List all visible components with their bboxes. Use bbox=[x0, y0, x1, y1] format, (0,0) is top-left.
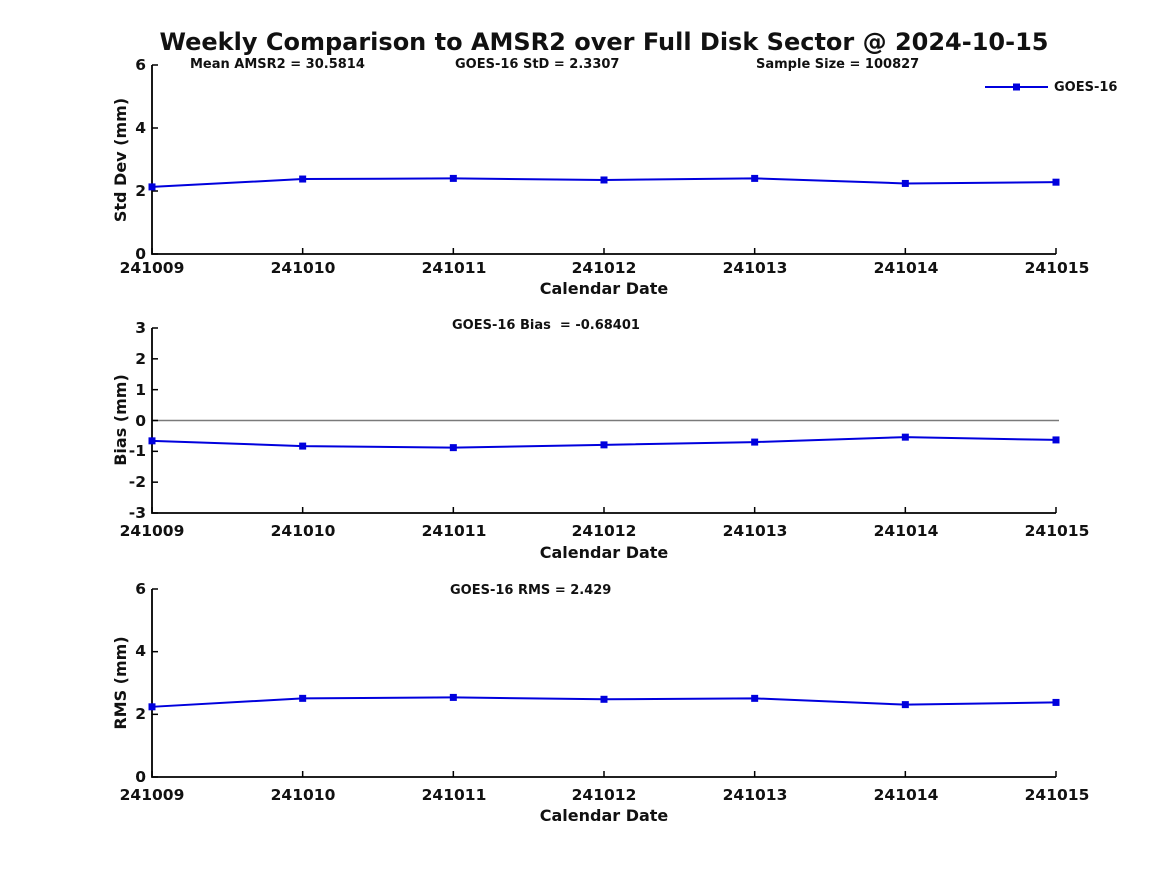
bias-ytick-0: 0 bbox=[135, 412, 146, 430]
xtick-label: 241012 bbox=[571, 522, 637, 540]
rms-data-marker bbox=[449, 693, 457, 701]
rms-ytick-6: 6 bbox=[135, 580, 146, 598]
stat-goes16-bias: GOES-16 Bias = -0.68401 bbox=[452, 318, 640, 333]
xtick-label: 241014 bbox=[873, 786, 939, 804]
rms-data-marker bbox=[901, 701, 909, 709]
xtick-label: 241015 bbox=[1024, 786, 1090, 804]
xtick-label: 241013 bbox=[722, 259, 788, 277]
bias-ytick-m1: -1 bbox=[128, 442, 146, 460]
rms-xtick-row: 241009 241010 241011 241012 241013 24101… bbox=[0, 786, 1167, 804]
xtick-label: 241010 bbox=[270, 259, 336, 277]
legend-label: GOES-16 bbox=[1054, 80, 1118, 95]
rms-subplot bbox=[148, 588, 1060, 778]
rms-x-axis-label: Calendar Date bbox=[539, 806, 669, 825]
stddev-data-marker bbox=[449, 174, 457, 182]
xtick-label: 241009 bbox=[119, 259, 185, 277]
stddev-data-marker bbox=[751, 174, 759, 182]
bias-x-axis-label: Calendar Date bbox=[539, 543, 669, 562]
bias-ytick-m2: -2 bbox=[128, 473, 146, 491]
bias-data-marker bbox=[449, 444, 457, 452]
rms-ytick-0: 0 bbox=[135, 768, 146, 786]
stddev-y-axis-label: Std Dev (mm) bbox=[111, 97, 130, 223]
rms-ytick-4: 4 bbox=[135, 642, 146, 660]
bias-data-marker bbox=[1052, 436, 1060, 444]
rms-data-marker bbox=[600, 695, 608, 703]
rms-data-marker bbox=[751, 694, 759, 702]
bias-data-marker bbox=[600, 441, 608, 449]
stddev-ytick-0: 0 bbox=[135, 245, 146, 263]
xtick-label: 241009 bbox=[119, 522, 185, 540]
bias-data-marker bbox=[148, 437, 156, 445]
stddev-data-marker bbox=[600, 176, 608, 184]
bias-xtick-row: 241009 241010 241011 241012 241013 24101… bbox=[0, 522, 1167, 540]
stddev-ytick-6: 6 bbox=[135, 56, 146, 74]
stat-sample-size: Sample Size = 100827 bbox=[756, 57, 920, 72]
xtick-label: 241015 bbox=[1024, 259, 1090, 277]
bias-ytick-1: 1 bbox=[135, 381, 146, 399]
rms-data-marker bbox=[1052, 698, 1060, 706]
xtick-label: 241011 bbox=[421, 522, 487, 540]
stat-goes16-std: GOES-16 StD = 2.3307 bbox=[455, 57, 620, 72]
xtick-label: 241010 bbox=[270, 522, 336, 540]
xtick-label: 241015 bbox=[1024, 522, 1090, 540]
bias-ytick-2: 2 bbox=[135, 350, 146, 368]
xtick-label: 241010 bbox=[270, 786, 336, 804]
rms-y-axis-label: RMS (mm) bbox=[111, 636, 130, 730]
stddev-x-axis-label: Calendar Date bbox=[539, 279, 669, 298]
stddev-axes bbox=[151, 65, 1056, 255]
chart-title: Weekly Comparison to AMSR2 over Full Dis… bbox=[159, 28, 1049, 56]
bias-data-marker bbox=[901, 433, 909, 441]
xtick-label: 241011 bbox=[421, 259, 487, 277]
rms-data-marker bbox=[299, 694, 307, 702]
stat-goes16-rms: GOES-16 RMS = 2.429 bbox=[450, 583, 612, 598]
bias-data-marker bbox=[751, 438, 759, 446]
bias-ytick-3: 3 bbox=[135, 319, 146, 337]
stddev-ytick-2: 2 bbox=[135, 182, 146, 200]
legend-sample bbox=[985, 83, 1048, 91]
stddev-xtick-row: 241009 241010 241011 241012 241013 24101… bbox=[0, 259, 1167, 277]
xtick-label: 241013 bbox=[722, 786, 788, 804]
rms-ytick-2: 2 bbox=[135, 705, 146, 723]
rms-axes bbox=[151, 589, 1056, 778]
xtick-label: 241012 bbox=[571, 259, 637, 277]
xtick-label: 241009 bbox=[119, 786, 185, 804]
xtick-label: 241011 bbox=[421, 786, 487, 804]
stddev-data-marker bbox=[148, 183, 156, 191]
stddev-data-marker bbox=[299, 175, 307, 183]
stddev-data-marker bbox=[1052, 178, 1060, 186]
xtick-label: 241012 bbox=[571, 786, 637, 804]
rms-data-marker bbox=[148, 703, 156, 711]
bias-data-marker bbox=[299, 442, 307, 450]
stddev-subplot bbox=[148, 64, 1060, 255]
stddev-ytick-4: 4 bbox=[135, 119, 146, 137]
legend-marker bbox=[1013, 83, 1020, 91]
xtick-label: 241014 bbox=[873, 522, 939, 540]
xtick-label: 241013 bbox=[722, 522, 788, 540]
stddev-data-marker bbox=[901, 179, 909, 187]
stat-mean-amsr2: Mean AMSR2 = 30.5814 bbox=[190, 57, 365, 72]
bias-ytick-m3: -3 bbox=[128, 504, 146, 522]
bias-subplot bbox=[148, 327, 1060, 514]
xtick-label: 241014 bbox=[873, 259, 939, 277]
